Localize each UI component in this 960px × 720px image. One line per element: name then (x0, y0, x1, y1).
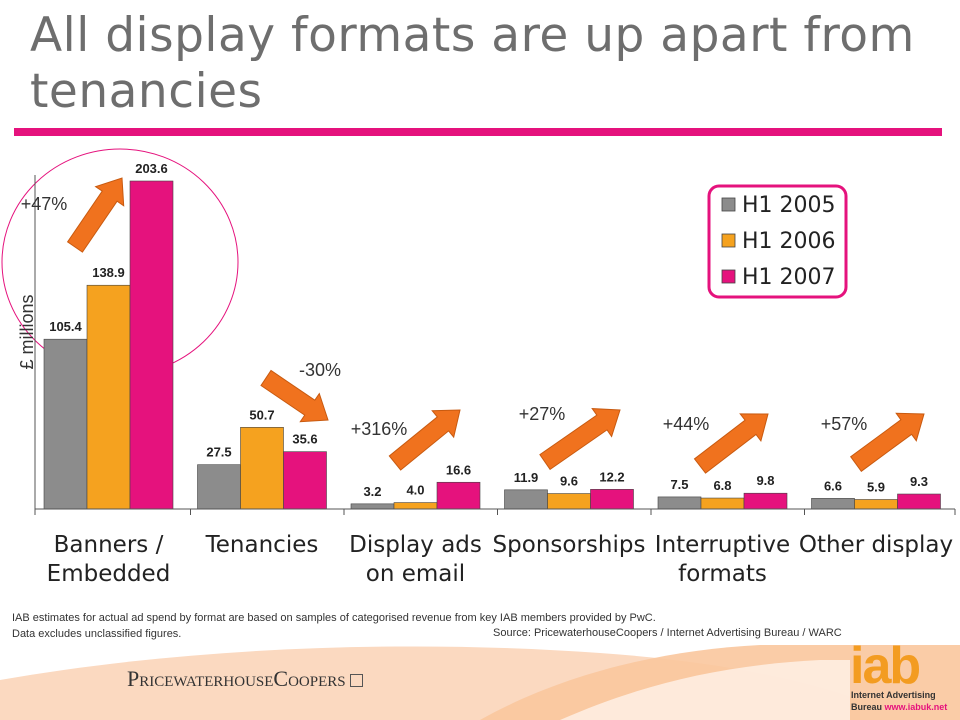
footnote-line-2: Data excludes unclassified figures. (12, 628, 182, 640)
y-axis-label: £ millions (17, 294, 37, 369)
data-label: 105.4 (49, 319, 82, 334)
data-label: 138.9 (92, 265, 125, 280)
data-label: 9.3 (910, 474, 928, 489)
bar-h1-2005-3 (504, 489, 548, 510)
bar-h1-2005-2 (350, 503, 395, 510)
bar-h1-2006-3 (547, 493, 591, 510)
pwc-mark-icon (349, 674, 363, 688)
legend-label: H1 2005 (742, 193, 836, 218)
data-label: 35.6 (292, 432, 317, 447)
iab-logo: iab (850, 637, 921, 695)
data-label: 12.2 (599, 469, 624, 484)
growth-label: +27% (519, 404, 566, 424)
growth-arrow-up (693, 413, 769, 474)
bar-h1-2005-0 (43, 338, 88, 510)
bar-h1-2007-0 (129, 180, 174, 510)
data-label: 3.2 (363, 484, 381, 499)
footnote-line-1: IAB estimates for actual ad spend by for… (12, 612, 656, 624)
legend-box (707, 184, 848, 299)
data-label: 11.9 (514, 470, 539, 485)
growth-label: +44% (663, 414, 710, 434)
growth-arrow-up (388, 409, 461, 471)
legend-label: H1 2006 (742, 229, 836, 254)
category-label: Display ads (349, 532, 482, 558)
category-label: Tenancies (205, 532, 319, 558)
data-label: 6.6 (824, 478, 842, 493)
growth-arrow-down (260, 369, 329, 423)
category-label: on email (366, 561, 465, 587)
category-label: Sponsorships (493, 532, 646, 558)
category-label: Banners / (54, 532, 164, 558)
data-label: 7.5 (670, 477, 688, 492)
growth-arrow-up (66, 177, 125, 253)
source-note: Source: PricewaterhouseCoopers / Interne… (493, 627, 842, 639)
category-label: Other display (799, 532, 953, 558)
bar-h1-2007-1 (283, 451, 327, 510)
data-label: 5.9 (867, 479, 885, 494)
bar-h1-2006-4 (700, 497, 745, 510)
bar-h1-2005-1 (197, 464, 241, 510)
bar-h1-2007-2 (436, 481, 481, 510)
growth-label: +57% (821, 414, 868, 434)
bar-h1-2007-3 (590, 489, 634, 510)
bar-h1-2007-4 (743, 492, 788, 510)
iab-logo-line2: Bureau www.iabuk.net (851, 702, 947, 712)
legend-swatch (721, 197, 736, 212)
pwc-logo: PricewaterhouseCoopers (127, 666, 363, 692)
data-label: 27.5 (206, 445, 231, 460)
bar-h1-2006-5 (854, 499, 898, 510)
title-underline (14, 128, 942, 136)
category-label: Embedded (47, 561, 171, 587)
legend-swatch (721, 233, 736, 248)
iab-logo-bureau: Bureau (851, 702, 883, 712)
category-label: Interruptive (655, 532, 790, 558)
data-label: 203.6 (135, 161, 168, 176)
legend-swatch (721, 269, 736, 284)
bar-h1-2006-2 (393, 502, 438, 510)
category-label: formats (678, 561, 767, 587)
slide-title: All display formats are up apart from te… (30, 8, 915, 119)
growth-label: +316% (351, 419, 408, 439)
data-label: 50.7 (249, 407, 274, 422)
data-label: 16.6 (446, 462, 471, 477)
bar-h1-2007-5 (897, 493, 941, 510)
growth-arrow-up (850, 412, 925, 473)
bar-h1-2005-5 (811, 498, 855, 510)
data-label: 9.8 (756, 473, 774, 488)
footer-swoosh (0, 645, 960, 720)
iab-logo-url: www.iabuk.net (884, 702, 948, 712)
iab-logo-line1: Internet Advertising (851, 690, 936, 700)
footnote: IAB estimates for actual ad spend by for… (12, 610, 812, 642)
data-label: 9.6 (560, 474, 578, 489)
bar-h1-2005-4 (657, 496, 702, 510)
growth-label: +47% (21, 194, 68, 214)
footer-band (0, 645, 960, 720)
bar-h1-2006-1 (240, 427, 284, 510)
bar-h1-2006-0 (86, 284, 131, 510)
data-label: 4.0 (406, 483, 424, 498)
legend-label: H1 2007 (742, 265, 836, 290)
growth-arrow-up (539, 408, 621, 471)
pwc-logo-text: PricewaterhouseCoopers (127, 666, 346, 691)
data-label: 6.8 (713, 478, 731, 493)
growth-label: -30% (299, 360, 341, 380)
